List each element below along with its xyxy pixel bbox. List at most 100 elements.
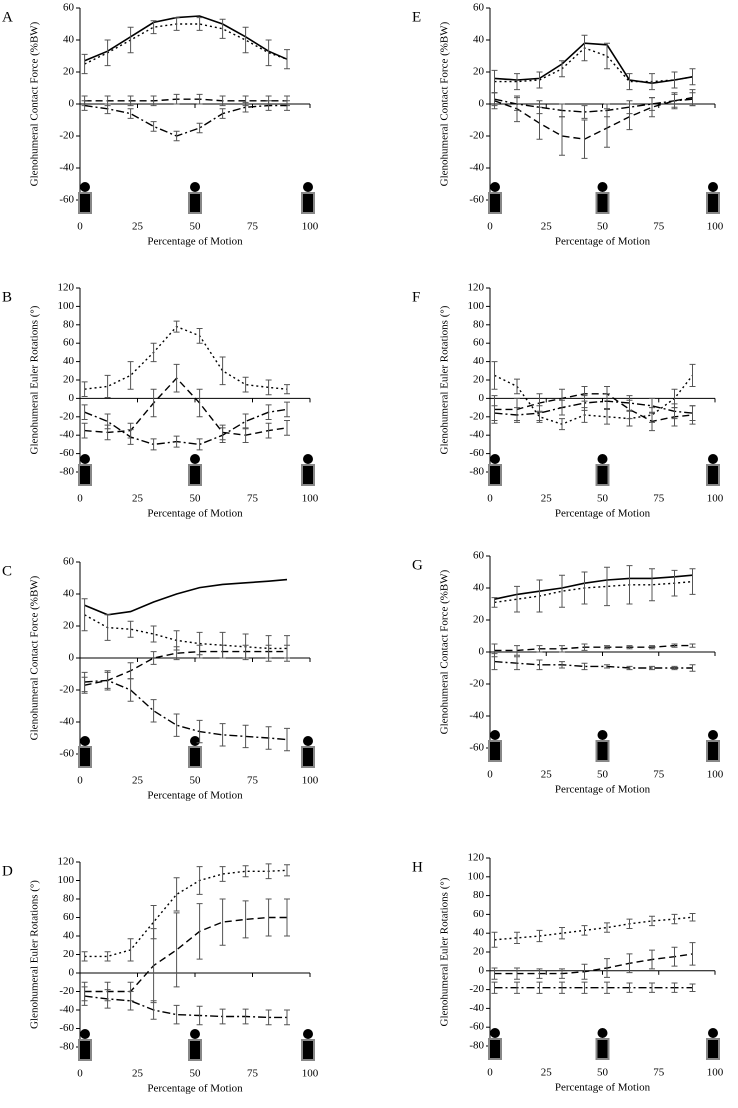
data-line [84, 679, 288, 741]
data-line [84, 15, 288, 62]
chart-panel: F Glenohumeral Euler Rotations (°) 120 100 8… [412, 282, 724, 520]
y-tick-label: 0 [69, 392, 75, 404]
error-bar [284, 898, 290, 937]
y-tick-label: 100 [468, 300, 485, 312]
posture-icon [78, 464, 92, 486]
y-tick-label: 60 [473, 2, 485, 14]
y-tick-label: 20 [473, 66, 485, 78]
y-tick-label: 20 [63, 620, 75, 632]
y-axis-label: Glenohumeral Contact Force (%BW) [29, 575, 41, 740]
error-bar [559, 968, 565, 979]
error-bar [196, 1005, 203, 1026]
error-bar [491, 405, 498, 421]
error-bar [150, 651, 157, 665]
error-bar [127, 108, 134, 119]
error-bar [626, 73, 633, 91]
y-tick-label: 0 [479, 98, 485, 110]
error-bar [671, 982, 678, 993]
posture-icon [78, 1039, 92, 1061]
y-tick-label: -20 [59, 985, 74, 997]
error-bar [559, 927, 565, 940]
error-bar [514, 645, 520, 656]
error-bar [626, 918, 633, 929]
y-tick-label: 80 [473, 318, 485, 330]
error-bar [491, 69, 498, 94]
error-bar [604, 664, 610, 669]
error-bar [196, 388, 203, 418]
error-bar [689, 643, 696, 648]
y-tick-label: -60 [59, 447, 74, 459]
error-bar [689, 664, 696, 672]
data-line [84, 995, 287, 1019]
data-line [494, 47, 693, 83]
error-bar [127, 26, 134, 54]
chart-panel: D Glenohumeral Euler Rotations (°) 120 100 8… [2, 856, 319, 1095]
error-bar [626, 395, 633, 411]
error-bar [81, 381, 88, 398]
x-axis-label: Percentage of Motion [147, 236, 243, 248]
x-axis-label: Percentage of Motion [147, 790, 243, 802]
error-bar [649, 645, 655, 650]
y-tick-label: 40 [63, 930, 75, 942]
error-bar [491, 361, 498, 390]
chart-panel: B Glenohumeral Euler Rotations (°) 120 100 8… [2, 282, 319, 520]
posture-icon [188, 746, 202, 768]
y-tick-label: 0 [69, 652, 75, 664]
error-bar [626, 565, 633, 605]
posture-icon [490, 730, 500, 740]
y-tick-label: 0 [479, 392, 485, 404]
x-tick-label: 50 [597, 221, 609, 233]
error-bar [150, 699, 157, 723]
chart-panel: A Glenohumeral Contact Force (%BW) 60 40 20 0… [2, 2, 319, 248]
error-bar [671, 569, 678, 597]
error-bar [581, 925, 588, 936]
x-tick-label: 25 [541, 769, 553, 781]
data-line [84, 104, 287, 137]
posture-icon [706, 192, 720, 214]
posture-icon [706, 1038, 720, 1060]
error-bar [81, 422, 88, 439]
error-bar [219, 356, 226, 386]
y-tick-label: -60 [469, 1021, 484, 1033]
x-tick-label: 50 [190, 493, 202, 505]
error-bar [150, 342, 157, 363]
error-bar [671, 71, 678, 89]
posture-icon [490, 182, 500, 192]
posture-icon [188, 1039, 202, 1061]
x-axis-label: Percentage of Motion [147, 508, 243, 520]
x-tick-label: 100 [302, 221, 319, 233]
posture-icon [595, 740, 610, 762]
error-bar [242, 900, 249, 939]
error-bar [150, 388, 157, 418]
y-tick-label: 0 [479, 646, 485, 658]
error-bar [604, 566, 610, 607]
y-tick-label: -20 [59, 130, 74, 142]
posture-icon [488, 192, 502, 214]
panel-label: A [2, 9, 13, 25]
y-tick-label: -80 [59, 466, 74, 478]
error-bar [581, 119, 588, 159]
posture-icon [708, 454, 718, 464]
error-bar [127, 678, 134, 702]
error-bar [284, 419, 290, 436]
error-bar [196, 719, 203, 744]
posture-icon [303, 182, 313, 192]
error-bar [196, 93, 203, 105]
y-tick-label: 40 [473, 927, 485, 939]
error-bar [284, 49, 290, 70]
x-axis-label: Percentage of Motion [555, 784, 651, 796]
error-bar [626, 100, 633, 115]
y-tick-label: 100 [468, 870, 485, 882]
error-bar [104, 413, 111, 430]
x-tick-label: 75 [653, 493, 665, 505]
error-bar [104, 951, 111, 962]
y-tick-label: 60 [63, 911, 75, 923]
error-bar [604, 42, 610, 70]
error-bar [514, 931, 520, 945]
y-tick-label: -20 [469, 410, 484, 422]
y-tick-label: 40 [473, 34, 485, 46]
posture-icon [78, 192, 92, 214]
error-bar [173, 17, 180, 31]
y-tick-label: -60 [59, 748, 74, 760]
posture-icon [488, 1038, 502, 1060]
